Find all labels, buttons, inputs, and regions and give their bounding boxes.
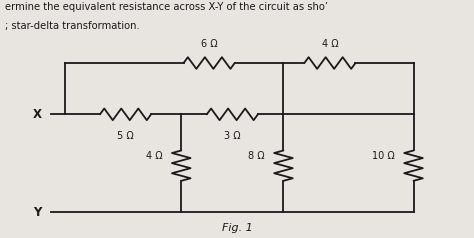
Text: ermine the equivalent resistance across X-Y of the circuit as sho’: ermine the equivalent resistance across … <box>5 2 328 12</box>
Text: 6 Ω: 6 Ω <box>201 39 218 49</box>
Text: 5 Ω: 5 Ω <box>117 131 134 141</box>
Text: 3 Ω: 3 Ω <box>224 131 241 141</box>
Text: ; star-delta transformation.: ; star-delta transformation. <box>5 21 139 31</box>
Text: Fig. 1: Fig. 1 <box>222 223 252 233</box>
Text: 4 Ω: 4 Ω <box>146 151 163 161</box>
Text: 8 Ω: 8 Ω <box>248 151 265 161</box>
Text: 10 Ω: 10 Ω <box>372 151 395 161</box>
Text: Y: Y <box>34 206 42 219</box>
Text: X: X <box>33 108 42 121</box>
Text: 4 Ω: 4 Ω <box>321 39 338 49</box>
